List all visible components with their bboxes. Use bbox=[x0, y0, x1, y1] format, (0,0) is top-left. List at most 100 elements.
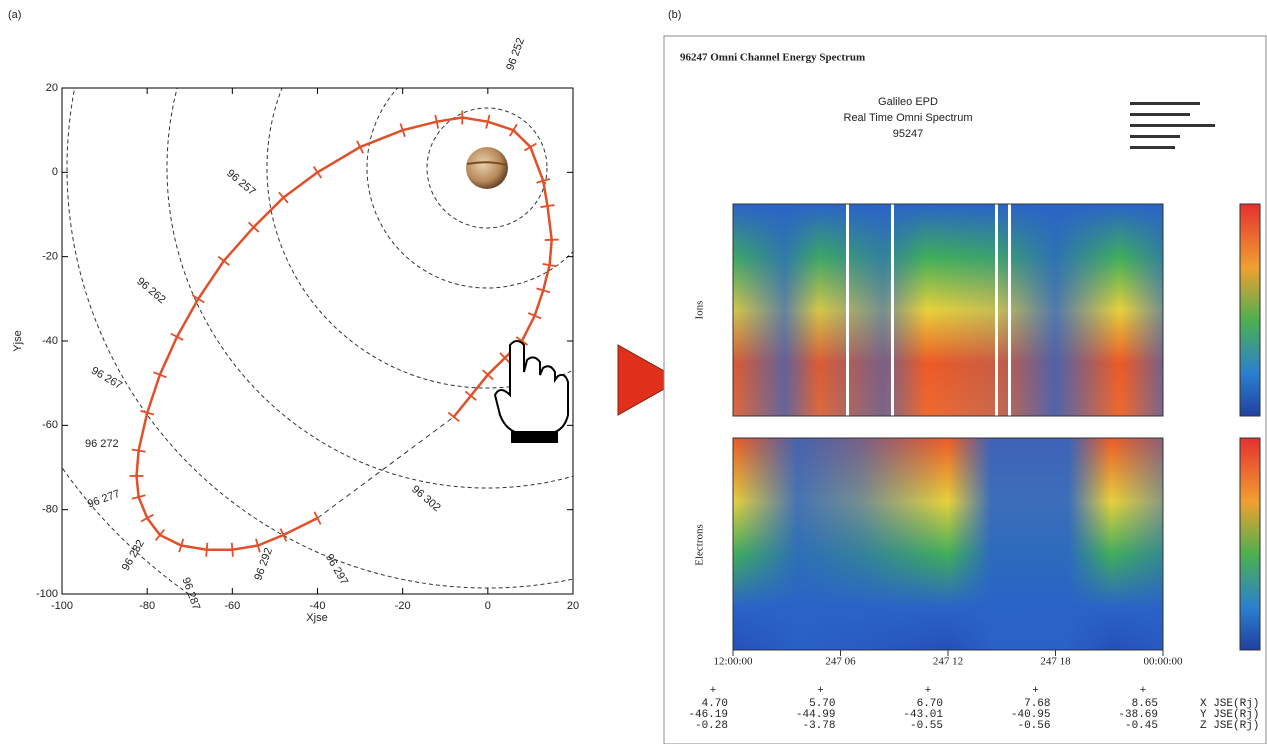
orbit-tick bbox=[540, 204, 555, 208]
orbit-tick bbox=[499, 352, 511, 364]
data-gaps bbox=[846, 204, 1011, 416]
orbit-tick bbox=[482, 369, 494, 381]
orbit-label: 96 297 bbox=[323, 552, 350, 587]
arrow[interactable] bbox=[617, 344, 682, 416]
x-tick-label: -60 bbox=[224, 600, 240, 612]
orbit-label: 96 267 bbox=[89, 365, 124, 392]
ion-spectrogram-overlay bbox=[733, 204, 1163, 416]
orbit-label: 96 292 bbox=[252, 546, 275, 582]
y-tick-label: -80 bbox=[42, 504, 58, 516]
orbit-label: 96 302 bbox=[409, 483, 442, 514]
orbit-tick bbox=[536, 287, 551, 294]
y-tick-label: 0 bbox=[52, 166, 58, 178]
orbit-tick bbox=[154, 528, 166, 541]
position-value: -0.28 bbox=[695, 720, 728, 732]
jupiter-band bbox=[466, 161, 508, 166]
time-label: 00:00:00 bbox=[1143, 656, 1183, 668]
orbit-tick bbox=[131, 494, 146, 500]
orbit-tick bbox=[153, 371, 167, 379]
orbit-tick bbox=[485, 114, 491, 129]
orbit-label: 96 277 bbox=[86, 488, 122, 511]
orbit-tick bbox=[230, 542, 234, 557]
plus: + bbox=[710, 684, 716, 696]
orbit-tick bbox=[464, 390, 477, 401]
y-tick-label: -60 bbox=[42, 419, 58, 431]
orbit-tick bbox=[399, 123, 406, 138]
position-value: -46.19 bbox=[688, 709, 728, 721]
position-value: 4.70 bbox=[702, 698, 728, 710]
orbit-tick bbox=[515, 336, 529, 346]
header-line: 95247 bbox=[893, 128, 924, 140]
orbit-tick bbox=[279, 528, 288, 542]
orbit-tick bbox=[255, 538, 261, 553]
position-value: -44.99 bbox=[796, 709, 836, 721]
orbit-tick bbox=[544, 238, 559, 241]
screenshot-title: 96247 Omni Channel Energy Spectrum bbox=[680, 52, 865, 64]
orbit-tick bbox=[278, 191, 289, 204]
panel-label: (a) bbox=[8, 9, 21, 21]
orbit-tick bbox=[542, 263, 557, 268]
orbit-tick bbox=[140, 409, 155, 416]
colorbar bbox=[1239, 203, 1261, 417]
pointer-hand bbox=[493, 340, 569, 443]
x-tick-label: 0 bbox=[485, 600, 491, 612]
row-label: Y JSE(Rj) bbox=[1200, 709, 1259, 721]
position-value: 8.65 bbox=[1132, 698, 1158, 710]
y-tick-label: -20 bbox=[42, 251, 58, 263]
panel-label: (b) bbox=[668, 9, 681, 21]
orbit-tick bbox=[447, 411, 460, 422]
orbit-tick bbox=[140, 513, 154, 523]
orbit-tick bbox=[356, 140, 364, 154]
time-label: 247 12 bbox=[933, 656, 963, 668]
header-line: Real Time Omni Spectrum bbox=[844, 112, 973, 124]
x-tick-label: -80 bbox=[139, 600, 155, 612]
x-tick-label: 20 bbox=[567, 600, 579, 612]
plus: + bbox=[817, 684, 823, 696]
y-tick-label: -100 bbox=[36, 588, 58, 600]
orbit-plot: -100 -80 -60 -40 -20 0 20 -100 -80 -60 -40 -20 0 20 bbox=[36, 82, 579, 612]
colorbar bbox=[1239, 437, 1261, 651]
header-line: Galileo EPD bbox=[878, 96, 938, 108]
position-value: -0.55 bbox=[910, 720, 943, 732]
orbit-tick bbox=[509, 123, 518, 137]
x-tick-label: -100 bbox=[51, 600, 73, 612]
plus: + bbox=[1140, 684, 1146, 696]
orbit-tick bbox=[523, 142, 537, 152]
orbit-tick bbox=[313, 511, 322, 525]
panel-axis-label: Electrons bbox=[694, 524, 706, 566]
position-value: -40.95 bbox=[1011, 709, 1051, 721]
orbit-tick bbox=[217, 255, 230, 266]
position-value: 7.68 bbox=[1024, 698, 1050, 710]
orbit-label: 96 262 bbox=[134, 275, 167, 306]
orbit-label: 96 257 bbox=[224, 167, 257, 198]
orbit-tick bbox=[170, 332, 184, 341]
y-axis-label: Yjse bbox=[12, 330, 24, 351]
jupiter bbox=[466, 147, 508, 189]
plus: + bbox=[925, 684, 931, 696]
x-tick-label: -20 bbox=[395, 600, 411, 612]
orbit-tick bbox=[205, 542, 209, 557]
x-tick-label: -40 bbox=[310, 600, 326, 612]
orbit-tick bbox=[312, 165, 323, 179]
plus: + bbox=[1032, 684, 1038, 696]
position-value: -0.56 bbox=[1017, 720, 1050, 732]
orbit-tick bbox=[247, 221, 260, 233]
time-label: 12:00:00 bbox=[713, 656, 753, 668]
time-label: 247 18 bbox=[1040, 656, 1071, 668]
electron-spectrogram-overlay bbox=[733, 438, 1163, 650]
time-label: 247 06 bbox=[825, 656, 856, 668]
position-value: -38.69 bbox=[1118, 709, 1158, 721]
position-value: 5.70 bbox=[809, 698, 835, 710]
orbit-label: 96 252 bbox=[504, 36, 527, 72]
orbit-return bbox=[317, 416, 455, 519]
panel-axis-label: Ions bbox=[694, 301, 706, 320]
orbit-label: 96 282 bbox=[120, 538, 147, 573]
position-value: 6.70 bbox=[917, 698, 943, 710]
position-table: 4.70 5.70 6.70 7.68 8.65 X JSE(Rj) -46.19 -44.9… bbox=[688, 698, 1259, 732]
y-tick-label: 20 bbox=[46, 82, 58, 94]
orbit-tick bbox=[536, 177, 551, 184]
x-axis-label: Xjse bbox=[306, 612, 327, 624]
row-label: X JSE(Rj) bbox=[1200, 698, 1259, 710]
position-value: -43.01 bbox=[903, 709, 943, 721]
